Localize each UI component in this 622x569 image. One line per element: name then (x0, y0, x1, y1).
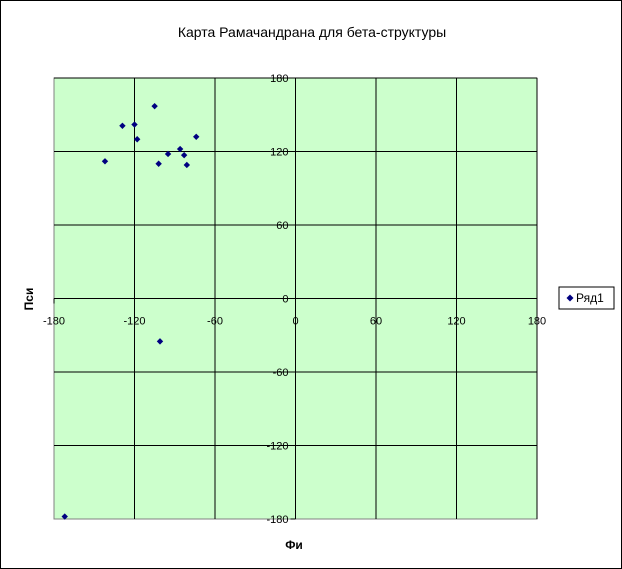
data-point (176, 145, 184, 153)
x-tick-label: -60 (207, 316, 223, 328)
y-tick-label: 120 (270, 147, 288, 159)
x-tick-label: 120 (447, 316, 465, 328)
data-point (183, 161, 191, 169)
data-point (61, 513, 68, 520)
y-tick-labels: -180 -120 -60 0 60 120 180 (266, 73, 288, 526)
axes (53, 77, 538, 520)
y-tick-label: -60 (273, 367, 289, 379)
x-axis-label: Фи (285, 538, 303, 552)
data-point (101, 158, 109, 165)
data-points (61, 102, 200, 520)
y-axis-label: Пси (22, 288, 36, 311)
data-point (155, 160, 162, 167)
x-tick-label: 0 (292, 316, 298, 328)
y-tick-label: -180 (266, 514, 288, 526)
y-tick-label: -120 (266, 441, 288, 453)
data-point (180, 151, 188, 159)
data-point (164, 150, 172, 158)
x-tick-label: -120 (123, 316, 145, 328)
x-tick-label: 180 (528, 316, 546, 328)
x-tick-labels: -180 -120 -60 0 60 120 180 (43, 316, 546, 328)
legend-marker-icon (566, 294, 574, 302)
x-tick-label: 60 (370, 316, 382, 328)
data-point (119, 122, 126, 129)
data-point (133, 136, 141, 143)
legend-box (558, 286, 615, 310)
chart-title: Карта Рамачандрана для бета-структуры (178, 24, 446, 40)
x-tick-label: -180 (43, 316, 65, 328)
data-point (131, 121, 138, 128)
y-tick-label: 180 (270, 73, 288, 85)
y-tick-label: 60 (276, 220, 288, 232)
legend: Ряд1 (558, 286, 615, 310)
legend-entry: Ряд1 (576, 291, 604, 305)
data-point (193, 133, 200, 140)
y-tick-label: 0 (282, 294, 288, 306)
data-point (151, 102, 158, 110)
data-point (156, 338, 164, 345)
